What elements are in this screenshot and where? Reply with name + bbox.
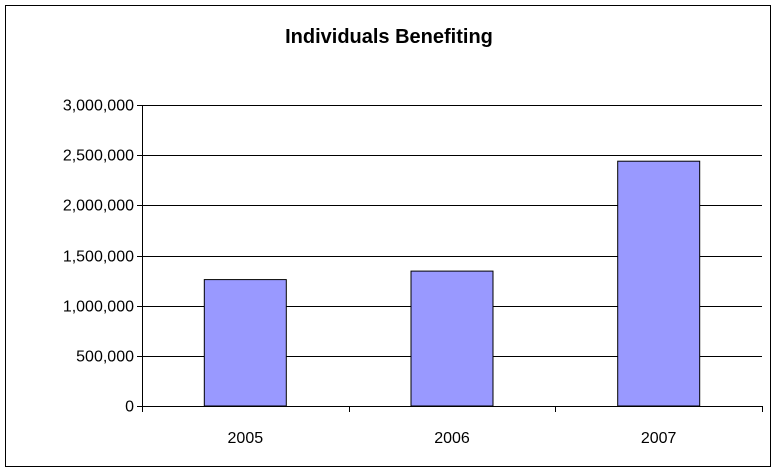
y-tick-label: 1,500,000 [63, 249, 134, 266]
y-tick-label: 1,000,000 [63, 299, 134, 316]
chart-title: Individuals Benefiting [285, 26, 493, 48]
y-tick-label: 2,500,000 [63, 148, 134, 165]
bar-2005 [203, 279, 287, 407]
bar-2007 [617, 160, 701, 407]
x-tick-label: 2005 [228, 430, 264, 447]
bar-2006 [410, 270, 494, 407]
y-tick-label: 0 [125, 399, 134, 416]
y-tick-label: 2,000,000 [63, 198, 134, 215]
y-tick-label: 3,000,000 [63, 98, 134, 115]
x-tick-label: 2006 [434, 430, 470, 447]
x-tick-label: 2007 [641, 430, 677, 447]
y-tick-label: 500,000 [76, 349, 134, 366]
